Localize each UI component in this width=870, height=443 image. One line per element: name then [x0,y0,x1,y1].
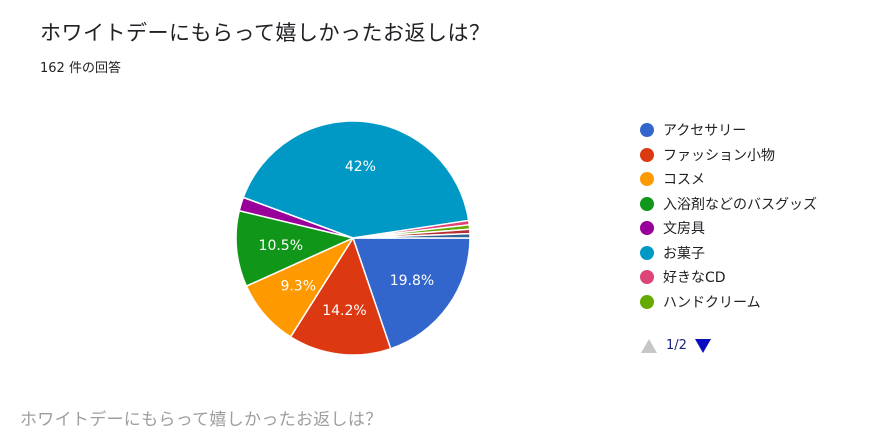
triangle-down-icon[interactable] [694,338,711,353]
legend-item-sweets[interactable]: お菓子 [640,241,817,266]
legend: アクセサリー ファッション小物 コスメ 入浴剤などのバスグッズ 文房具 お菓子 … [640,118,817,314]
legend-dot-icon [640,270,654,285]
legend-dot-icon [640,221,654,236]
pie-slice[interactable] [352,232,471,239]
legend-item-bath-goods[interactable]: 入浴剤などのバスグッズ [640,192,817,217]
response-count: 162 件の回答 [40,61,121,76]
pie-slice[interactable] [351,237,471,350]
slice-percent-label: 19.8% [390,273,434,289]
pie-slice[interactable] [289,236,392,356]
legend-label: アクセサリー [663,123,747,140]
legend-dot-icon [640,245,654,260]
page-indicator: 1/2 [666,338,687,353]
legend-item-fashion[interactable]: ファッション小物 [640,143,817,168]
legend-label: ファッション小物 [663,147,775,164]
legend-label: 好きなCD [663,270,726,287]
legend-label: ハンドクリーム [663,294,761,311]
legend-dot-icon [640,172,654,187]
legend-dot-icon [640,196,654,211]
legend-item-cd[interactable]: 好きなCD [640,265,817,290]
legend-label: コスメ [663,172,705,189]
triangle-up-icon[interactable] [641,338,657,353]
legend-dot-icon [640,147,654,162]
legend-label: お菓子 [663,245,705,262]
pie-slice[interactable] [235,209,356,288]
slice-percent-label: 14.2% [322,303,366,319]
legend-dot-icon [640,294,654,309]
pie-slices [235,120,471,356]
chart-title: ホワイトデーにもらって嬉しかったお返しは？ [40,21,491,45]
next-question-title: ホワイトデーにもらって嬉しかったお返しは？ [20,410,383,430]
legend-item-hand-cream[interactable]: ハンドクリーム [640,290,817,315]
slice-percent-label: 10.5% [259,238,303,254]
pie-labels: 19.8% 14.2% 9.3% 10.5% 42% [259,159,435,319]
slice-percent-label: 9.3% [280,279,316,295]
legend-item-stationery[interactable]: 文房具 [640,216,817,241]
legend-pager: 1/2 [641,338,711,353]
pie-slice[interactable] [242,120,470,239]
legend-label: 文房具 [663,221,705,238]
legend-item-cosmetics[interactable]: コスメ [640,167,817,192]
legend-item-accessory[interactable]: アクセサリー [640,118,817,143]
legend-dot-icon [640,123,654,138]
slice-percent-label: 42% [345,159,376,175]
legend-label: 入浴剤などのバスグッズ [663,196,817,213]
